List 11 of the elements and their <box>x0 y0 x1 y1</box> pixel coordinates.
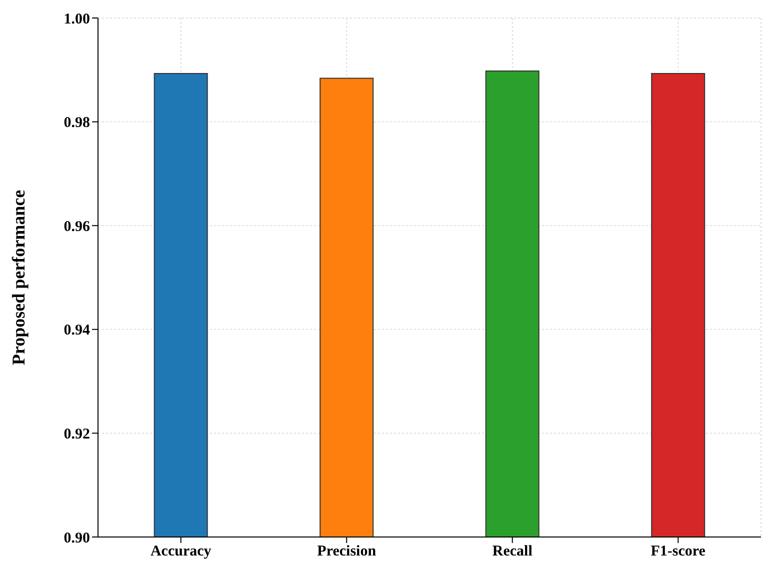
y-axis-title: Proposed performance <box>8 190 28 366</box>
y-tick-label: 1.00 <box>64 11 90 28</box>
x-tick-label: Precision <box>317 544 377 560</box>
y-tick-label: 0.96 <box>64 218 90 235</box>
y-tick-label: 0.98 <box>64 115 90 132</box>
x-tick-label: F1-score <box>650 544 706 560</box>
x-tick-label: Accuracy <box>150 544 212 560</box>
y-tick-label: 0.92 <box>64 426 90 443</box>
y-tick-label: 0.94 <box>64 322 90 339</box>
x-tick-label: Recall <box>492 544 532 560</box>
y-tick-label: 0.90 <box>64 530 90 546</box>
